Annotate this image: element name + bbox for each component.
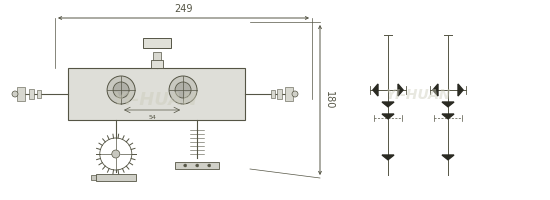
Polygon shape: [442, 102, 454, 107]
Bar: [17, 87, 25, 101]
Text: YI-HUAN: YI-HUAN: [385, 88, 451, 102]
Polygon shape: [442, 114, 454, 119]
Circle shape: [175, 82, 191, 98]
Text: YI-HUAN: YI-HUAN: [112, 91, 197, 109]
Circle shape: [169, 76, 197, 104]
Circle shape: [12, 91, 18, 97]
Bar: [96, 174, 136, 181]
Bar: [142, 38, 170, 48]
Circle shape: [208, 164, 211, 167]
Circle shape: [112, 150, 120, 158]
Text: 249: 249: [174, 4, 192, 14]
Text: 180: 180: [324, 91, 334, 109]
Bar: [152, 52, 161, 60]
Bar: [29, 89, 34, 99]
Polygon shape: [398, 84, 403, 96]
Bar: [68, 68, 245, 120]
Circle shape: [184, 164, 186, 167]
Bar: [277, 89, 282, 99]
Bar: [91, 175, 96, 180]
Circle shape: [292, 91, 298, 97]
Polygon shape: [382, 102, 394, 107]
Circle shape: [113, 82, 129, 98]
Bar: [271, 90, 275, 98]
Polygon shape: [382, 114, 394, 119]
Polygon shape: [442, 155, 454, 160]
Polygon shape: [373, 84, 378, 96]
Bar: [175, 162, 219, 169]
Circle shape: [107, 76, 135, 104]
Polygon shape: [382, 155, 394, 160]
Bar: [285, 87, 293, 101]
Polygon shape: [433, 84, 438, 96]
Bar: [37, 90, 41, 98]
Bar: [151, 60, 162, 68]
Circle shape: [196, 164, 199, 167]
Polygon shape: [458, 84, 463, 96]
Text: 54: 54: [148, 115, 156, 120]
